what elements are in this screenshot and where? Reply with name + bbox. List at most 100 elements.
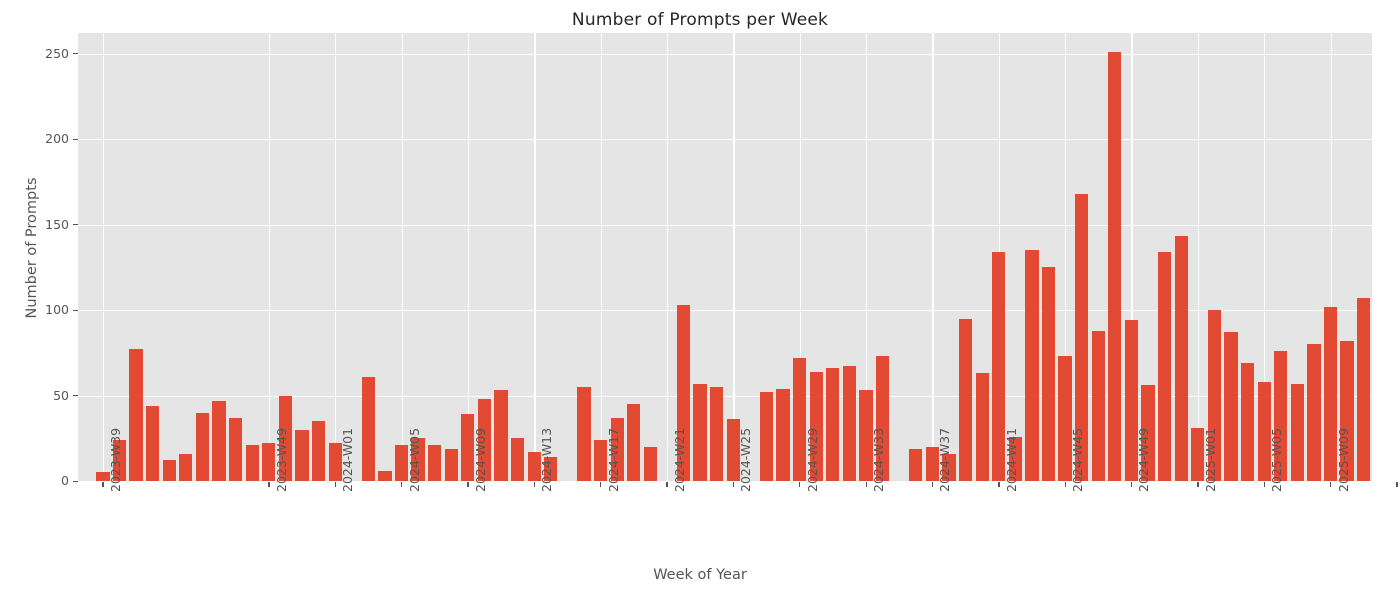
x-tick-label: 2024-W25 (738, 427, 754, 492)
gridline-x (268, 33, 271, 481)
x-tick-mark (1330, 482, 1332, 487)
x-tick-label: 2024-W17 (605, 427, 621, 492)
bar (1008, 436, 1022, 481)
bar (394, 445, 409, 481)
x-tick-mark (401, 482, 403, 487)
chart-title: Number of Prompts per Week (571, 10, 829, 30)
bar (112, 439, 127, 481)
y-tick-label: 150 (45, 216, 69, 232)
bar (361, 376, 375, 481)
gridline-x (534, 33, 536, 481)
bar (925, 446, 939, 481)
y-axis-label: Number of Prompts (24, 177, 40, 319)
gridline-x (1396, 33, 1399, 481)
bar (1323, 306, 1338, 481)
y-tick-mark (73, 224, 78, 226)
x-axis-label: Week of Year (653, 567, 747, 583)
bar (1191, 428, 1205, 481)
x-tick-mark (467, 482, 469, 487)
gridline-x (932, 33, 934, 481)
x-tick-mark (1197, 482, 1199, 487)
x-tick-label: 2024-W21 (671, 427, 687, 492)
x-tick-label: 2025-W01 (1202, 427, 1218, 492)
bar (776, 388, 790, 481)
bar (726, 419, 740, 481)
x-tick-mark (268, 482, 270, 487)
x-tick-mark (334, 482, 336, 487)
bar (245, 445, 259, 481)
x-tick-label: 2025-W05 (1269, 427, 1285, 492)
bar (593, 439, 608, 481)
gridline-x (733, 33, 735, 481)
x-tick-mark (666, 482, 668, 487)
bar (793, 357, 807, 481)
x-tick-label: 2023-W49 (273, 427, 289, 492)
gridline-y-200 (78, 139, 1372, 141)
bar (179, 453, 193, 481)
bar (859, 390, 873, 481)
x-tick-mark (998, 482, 1000, 487)
gridline-x (401, 33, 403, 481)
bar (444, 448, 458, 481)
x-tick-label: 2024-W49 (1136, 427, 1152, 492)
bar (477, 398, 492, 481)
gridline-y-250 (78, 53, 1372, 55)
gridline-y-0 (78, 481, 1372, 483)
bar (1157, 251, 1172, 481)
gridline-x (666, 33, 669, 481)
gridline-x (1065, 33, 1067, 481)
bar (378, 470, 392, 481)
gridline-x (1330, 33, 1332, 481)
gridline-x (102, 33, 105, 481)
gridline-y-50 (78, 395, 1372, 397)
x-tick-label: 2024-W05 (406, 427, 422, 492)
y-tick-mark (73, 309, 78, 311)
y-tick-label: 50 (53, 387, 69, 403)
bar (1257, 381, 1271, 481)
x-tick-mark (732, 482, 735, 487)
bar (1041, 267, 1056, 481)
x-tick-label: 2025-W09 (1335, 427, 1351, 492)
bar (958, 318, 973, 481)
y-tick-label: 100 (45, 302, 69, 317)
x-tick-label: 2024-W37 (937, 427, 953, 492)
x-tick-label: 2024-W01 (340, 427, 356, 492)
gridline-x (1197, 33, 1200, 481)
bar (842, 366, 857, 481)
bar (1207, 310, 1222, 481)
bar (262, 443, 276, 481)
x-tick-label: 2024-W33 (871, 427, 886, 492)
bar (826, 368, 840, 481)
gridline-x (467, 33, 470, 481)
plot-area (78, 33, 1399, 483)
gridline-y-150 (78, 224, 1372, 226)
gridline-x (799, 33, 801, 481)
x-tick-mark (1130, 482, 1133, 487)
bar (129, 349, 143, 481)
bar (1307, 344, 1321, 481)
x-tick-label: 2023-W39 (107, 427, 123, 492)
gridline-x (866, 33, 868, 481)
x-tick-label: 2024-W09 (472, 427, 488, 492)
x-tick-mark (102, 482, 104, 487)
bar (759, 392, 774, 481)
bar (146, 405, 160, 481)
y-tick-mark (73, 395, 78, 397)
bar (544, 457, 558, 481)
bar (1058, 356, 1072, 481)
bar (610, 417, 624, 481)
x-tick-mark (1064, 482, 1066, 487)
gridline-x (335, 33, 337, 481)
bar (278, 395, 292, 481)
bar (1357, 298, 1371, 481)
bar (643, 446, 657, 481)
x-tick-mark (865, 482, 867, 487)
x-tick-mark (600, 482, 602, 487)
y-tick-label: 0 (61, 473, 69, 488)
bar (228, 417, 243, 481)
bar (1025, 250, 1039, 481)
bar (527, 451, 541, 481)
bar (676, 304, 691, 481)
x-tick-mark (1263, 482, 1265, 487)
